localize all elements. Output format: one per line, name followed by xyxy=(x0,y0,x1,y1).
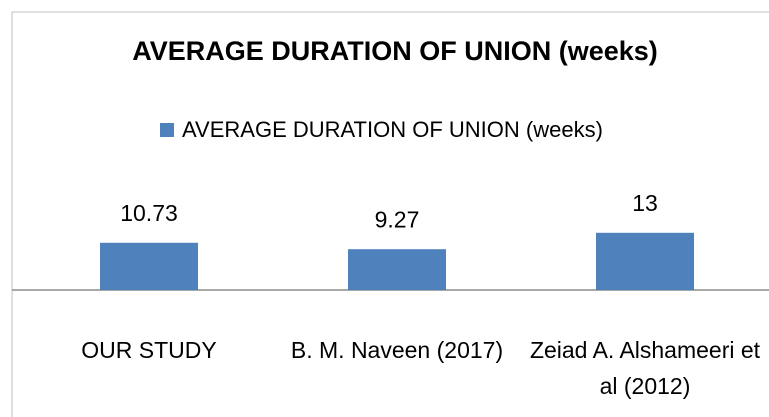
legend-label: AVERAGE DURATION OF UNION (weeks) xyxy=(182,117,603,142)
x-tick-label: Zeiad A. Alshameeri et al (2012) xyxy=(529,337,761,399)
bar xyxy=(100,242,198,290)
x-tick-label: B. M. Naveen (2017) xyxy=(290,337,504,363)
data-label: 13 xyxy=(632,190,658,216)
chart-title: AVERAGE DURATION OF UNION (weeks) xyxy=(132,36,658,66)
chart-frame xyxy=(11,11,769,417)
data-label: 10.73 xyxy=(120,200,178,226)
bar xyxy=(596,232,694,290)
data-label: 9.27 xyxy=(375,206,420,232)
x-tick-label: OUR STUDY xyxy=(81,337,217,363)
bar xyxy=(348,249,446,290)
legend-swatch xyxy=(160,123,174,137)
